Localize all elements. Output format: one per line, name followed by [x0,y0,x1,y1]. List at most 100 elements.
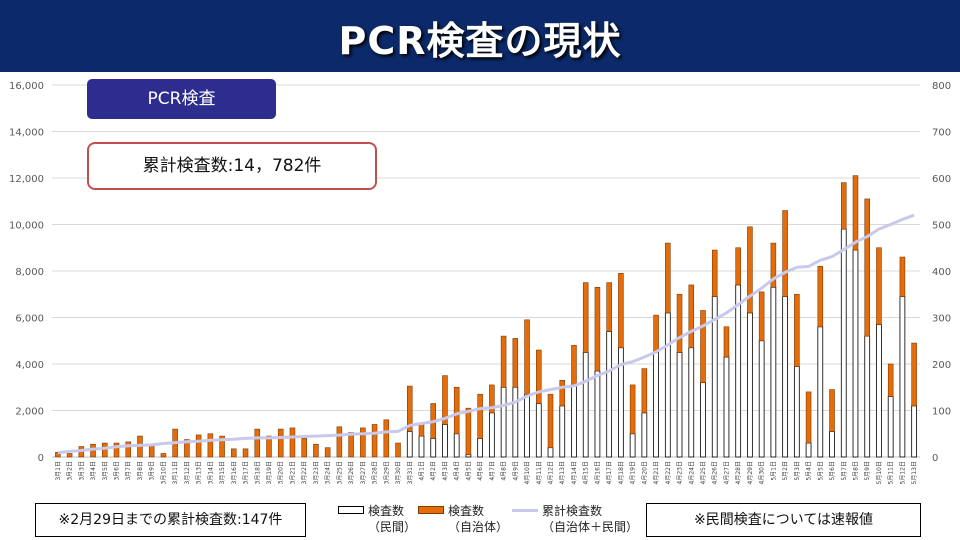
bar-local [195,434,202,458]
x-tick-label: 4月16日 [594,461,601,484]
bar-local [219,435,225,458]
bar-private [571,384,577,458]
page-title: PCR検査の現状 [338,19,622,63]
bar-local [477,393,483,439]
y-left-tick-label: 2,000 [15,407,44,418]
y-left-tick-label: 12,000 [9,174,44,185]
bar-local [113,442,120,458]
x-tick-label: 4月9日 [512,461,519,481]
bar-local [371,424,378,458]
bar-private [582,351,589,458]
y-right-tick-label: 0 [932,453,938,464]
legend-private-swatch [338,506,364,514]
x-tick-label: 4月10日 [524,461,531,484]
bar-local [266,435,272,458]
y-left-tick-label: 10,000 [9,221,44,232]
x-tick-label: 5月10日 [876,461,883,484]
note-preliminary: ※民間検査については速報値 [646,503,921,537]
bar-local [102,442,108,458]
bar-local [676,293,683,353]
x-tick-label: 3月10日 [160,461,167,484]
x-tick-label: 5月12日 [899,461,906,484]
bar-local [406,385,413,432]
bar-private [606,331,613,458]
bar-local [852,175,859,251]
bar-private [700,382,706,458]
x-tick-label: 3月8日 [137,461,144,481]
bar-private [453,433,460,458]
x-tick-label: 3月15日 [219,461,226,484]
bar-local [829,389,835,432]
bar-local [160,453,167,458]
x-tick-label: 5月1日 [770,461,777,481]
y-right-tick-label: 200 [932,360,951,371]
bar-local [747,226,753,314]
bar-local [277,428,284,458]
bar-local [571,345,577,386]
x-tick-label: 3月23日 [313,461,320,484]
y-right-tick-label: 600 [932,174,951,185]
x-tick-label: 4月28日 [735,461,742,484]
bar-local [453,386,460,435]
x-tick-label: 4月17日 [606,461,613,484]
x-tick-label: 4月14日 [571,461,578,484]
y-right-tick-label: 500 [932,221,951,232]
x-tick-label: 4月11日 [536,461,543,484]
x-tick-label: 3月13日 [196,461,203,484]
x-tick-label: 4月22日 [665,461,672,484]
y-right-tick-label: 300 [932,314,951,325]
bar-local [735,247,741,286]
legend-local-sub: （自治体） [448,520,509,534]
y-left-tick-label: 6,000 [15,314,44,325]
bar-local [618,273,624,349]
bar-local [688,284,695,349]
x-tick-label: 4月3日 [442,461,449,481]
bar-local [700,310,706,383]
x-tick-label: 3月11日 [172,461,179,484]
bar-local [559,379,566,407]
x-tick-label: 4月2日 [430,461,437,481]
x-tick-label: 4月18日 [618,461,625,484]
x-tick-label: 4月12日 [548,461,555,484]
x-tick-label: 4月27日 [723,461,730,484]
x-tick-label: 4月7日 [489,461,496,481]
bar-local [711,249,718,297]
x-tick-label: 3月4日 [90,461,97,481]
x-tick-label: 4月8日 [501,461,508,481]
x-tick-label: 3月22日 [301,461,308,484]
x-tick-label: 3月31日 [407,461,414,484]
bar-local [794,293,800,367]
bar-local [805,391,812,444]
x-tick-label: 3月18日 [254,461,261,484]
bar-private [793,365,800,458]
legend-cumulative-label: 累計検査数 [542,504,603,518]
bar-local [641,368,648,414]
bar-private [559,405,566,458]
bar-private [664,312,671,458]
bar-private [899,296,906,458]
bar-private [864,335,871,458]
x-tick-label: 4月21日 [653,461,660,484]
y-left-tick-label: 14,000 [9,128,44,139]
bar-local [512,338,519,388]
bar-local [324,447,331,458]
x-tick-label: 3月28日 [372,461,379,484]
bar-local [524,319,530,395]
x-tick-label: 3月16日 [231,461,238,484]
bar-local [465,407,472,455]
bar-private [911,405,917,458]
x-tick-label: 5月2日 [782,461,789,481]
x-tick-label: 4月6日 [477,461,484,481]
x-tick-label: 3月12日 [184,461,191,484]
bar-local [125,441,132,458]
title-bar: PCR検査の現状 [0,0,960,72]
bar-local [911,342,917,407]
bar-private [477,437,483,458]
x-tick-label: 4月23日 [677,461,684,484]
x-tick-label: 4月1日 [418,461,425,481]
bar-private [594,370,601,458]
legend-cumulative-sub: （自治体＋民間） [542,520,639,534]
x-tick-label: 3月30日 [395,461,402,484]
bar-local [665,242,671,314]
bar-local [864,198,870,337]
